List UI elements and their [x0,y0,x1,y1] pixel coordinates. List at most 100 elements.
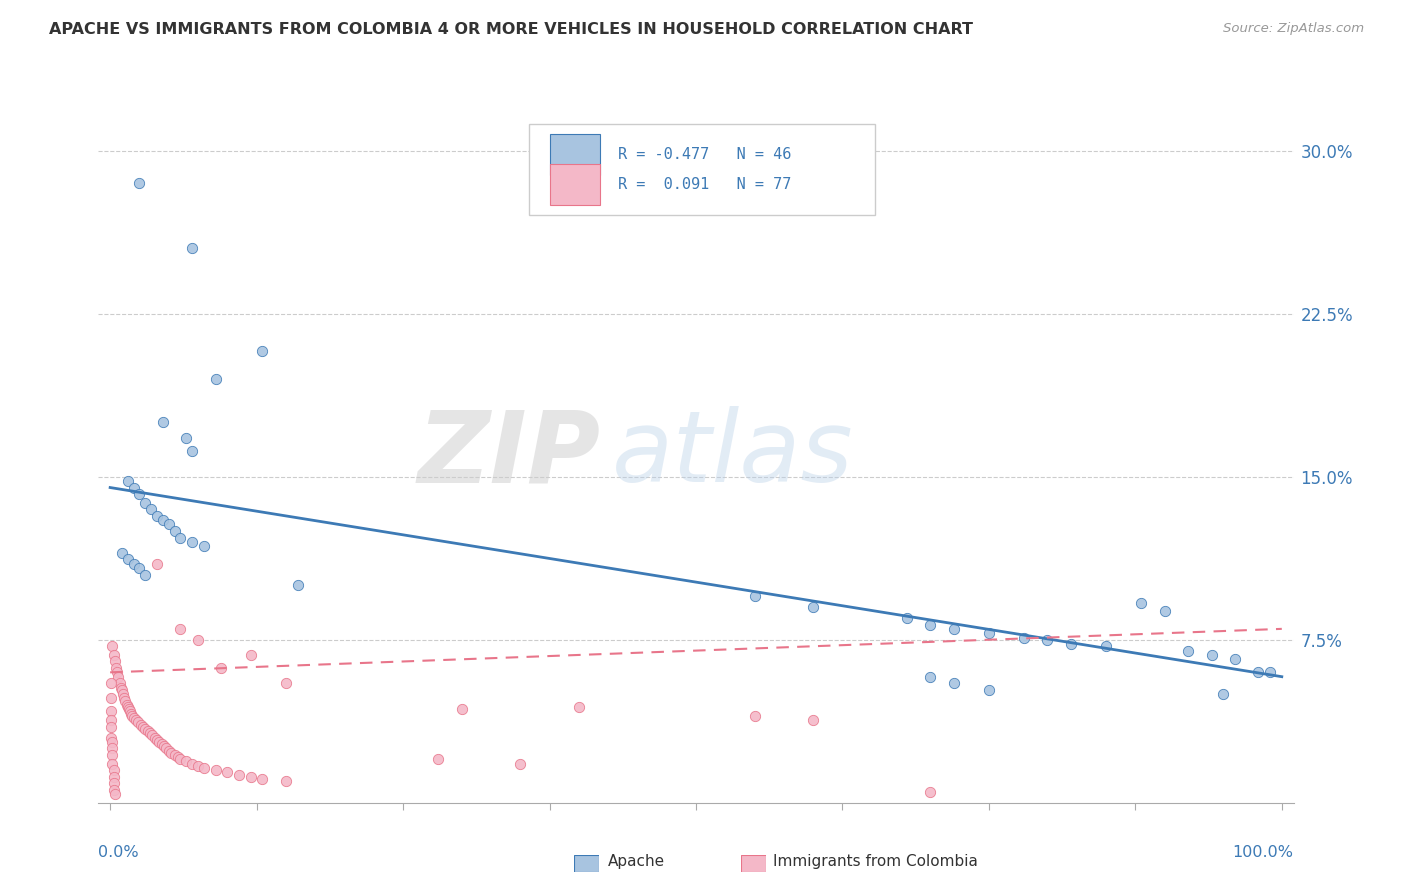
Point [1095,639,1118,653]
Point [122,711,145,725]
Point [1036,632,1059,647]
Text: Apache: Apache [607,855,665,869]
Point [120,706,142,721]
Point [122,557,145,571]
Point [801,600,824,615]
Point [100,691,122,706]
Text: ZIP: ZIP [418,407,600,503]
Point [181,443,204,458]
Point [152,415,174,429]
Point [134,496,156,510]
Point [211,661,233,675]
Point [125,713,148,727]
Point [134,722,156,736]
Point [128,561,150,575]
Point [801,713,824,727]
Point [977,682,1000,697]
Point [139,726,162,740]
Point [176,755,198,769]
Point [157,744,180,758]
Point [187,632,209,647]
Point [228,767,250,781]
Point [136,724,159,739]
Point [163,524,186,538]
Point [104,655,127,669]
Point [146,732,169,747]
Point [114,693,136,707]
Point [157,517,180,532]
Point [117,552,139,566]
Point [129,717,152,731]
Y-axis label: 4 or more Vehicles in Household: 4 or more Vehicles in Household [0,336,7,574]
Point [153,739,176,754]
Text: atlas: atlas [613,407,853,503]
Point [1212,687,1234,701]
Point [239,648,262,662]
Point [193,761,215,775]
Point [108,676,131,690]
Point [132,720,155,734]
Point [450,702,472,716]
Text: Immigrants from Colombia: Immigrants from Colombia [773,855,979,869]
Point [101,639,124,653]
Point [1247,665,1270,680]
Point [152,513,174,527]
Point [100,676,122,690]
Point [1201,648,1223,662]
Point [117,474,139,488]
Point [920,670,942,684]
Point [143,731,166,745]
Point [101,741,124,756]
Point [193,539,215,553]
Point [896,611,918,625]
FancyBboxPatch shape [550,164,600,205]
Point [176,431,198,445]
Point [118,702,141,716]
Point [141,502,163,516]
Point [121,708,143,723]
Point [103,776,125,790]
Point [115,698,138,712]
Text: APACHE VS IMMIGRANTS FROM COLOMBIA 4 OR MORE VEHICLES IN HOUSEHOLD CORRELATION C: APACHE VS IMMIGRANTS FROM COLOMBIA 4 OR … [49,22,973,37]
Point [187,759,209,773]
Point [103,770,125,784]
Point [169,622,191,636]
Point [100,705,122,719]
Point [274,774,297,789]
Point [101,747,124,762]
Point [155,741,177,756]
Point [1223,652,1246,666]
Text: 100.0%: 100.0% [1233,845,1294,860]
Point [977,626,1000,640]
Point [204,763,226,777]
Point [120,705,142,719]
Point [101,735,124,749]
Point [181,535,204,549]
Point [942,676,965,690]
Point [112,687,135,701]
Point [744,708,766,723]
Point [117,700,139,714]
Point [100,713,122,727]
Point [105,665,128,680]
Text: Source: ZipAtlas.com: Source: ZipAtlas.com [1223,22,1364,36]
Text: R = -0.477   N = 46: R = -0.477 N = 46 [619,147,792,161]
Point [128,487,150,501]
Point [204,372,226,386]
Point [169,531,191,545]
Point [920,617,942,632]
Point [1258,665,1281,680]
FancyBboxPatch shape [550,134,600,175]
Point [169,752,191,766]
Point [163,747,186,762]
Point [181,241,204,255]
Point [146,557,169,571]
Text: 0.0%: 0.0% [98,845,139,860]
Point [127,715,149,730]
Point [1012,631,1035,645]
Point [141,728,163,742]
Point [1130,596,1153,610]
Point [181,756,204,771]
Point [134,567,156,582]
Point [107,670,129,684]
